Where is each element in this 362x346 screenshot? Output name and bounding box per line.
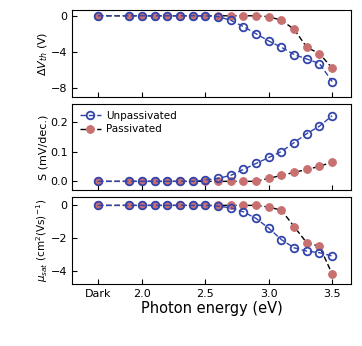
Passivated	[305, 167, 309, 172]
Unpassivated	[229, 173, 233, 177]
Passivated	[165, 179, 169, 183]
Unpassivated	[330, 113, 334, 118]
Passivated	[317, 164, 321, 169]
Line: Passivated: Passivated	[94, 158, 336, 185]
Passivated	[229, 179, 233, 183]
Passivated	[266, 176, 271, 181]
Line: Unpassivated: Unpassivated	[94, 112, 336, 185]
Passivated	[203, 179, 208, 183]
Unpassivated	[153, 179, 157, 183]
Passivated	[127, 179, 132, 183]
Unpassivated	[165, 179, 169, 183]
Y-axis label: $\mu_{sat}$ (cm$^2$(Vs)$^{-1}$): $\mu_{sat}$ (cm$^2$(Vs)$^{-1}$)	[34, 199, 50, 282]
Unpassivated	[241, 167, 245, 172]
Unpassivated	[178, 179, 182, 183]
Passivated	[241, 179, 245, 183]
Unpassivated	[190, 179, 195, 183]
Unpassivated	[203, 178, 208, 182]
Passivated	[254, 179, 258, 183]
Passivated	[216, 179, 220, 183]
Unpassivated	[279, 149, 284, 154]
Y-axis label: $\Delta V_{th}$ (V): $\Delta V_{th}$ (V)	[36, 31, 50, 76]
Unpassivated	[292, 140, 296, 145]
Unpassivated	[96, 179, 100, 183]
Passivated	[292, 170, 296, 174]
Legend: Unpassivated, Passivated: Unpassivated, Passivated	[77, 108, 180, 137]
Passivated	[178, 179, 182, 183]
Unpassivated	[140, 179, 144, 183]
Unpassivated	[216, 176, 220, 181]
Passivated	[330, 160, 334, 164]
Y-axis label: S (mV/dec.): S (mV/dec.)	[38, 115, 49, 180]
Unpassivated	[266, 155, 271, 160]
Passivated	[140, 179, 144, 183]
Passivated	[190, 179, 195, 183]
Unpassivated	[317, 124, 321, 128]
Passivated	[279, 173, 284, 177]
Unpassivated	[127, 179, 132, 183]
Passivated	[96, 179, 100, 183]
Passivated	[153, 179, 157, 183]
X-axis label: Photon energy (eV): Photon energy (eV)	[141, 301, 283, 316]
Unpassivated	[254, 161, 258, 165]
Unpassivated	[305, 131, 309, 136]
